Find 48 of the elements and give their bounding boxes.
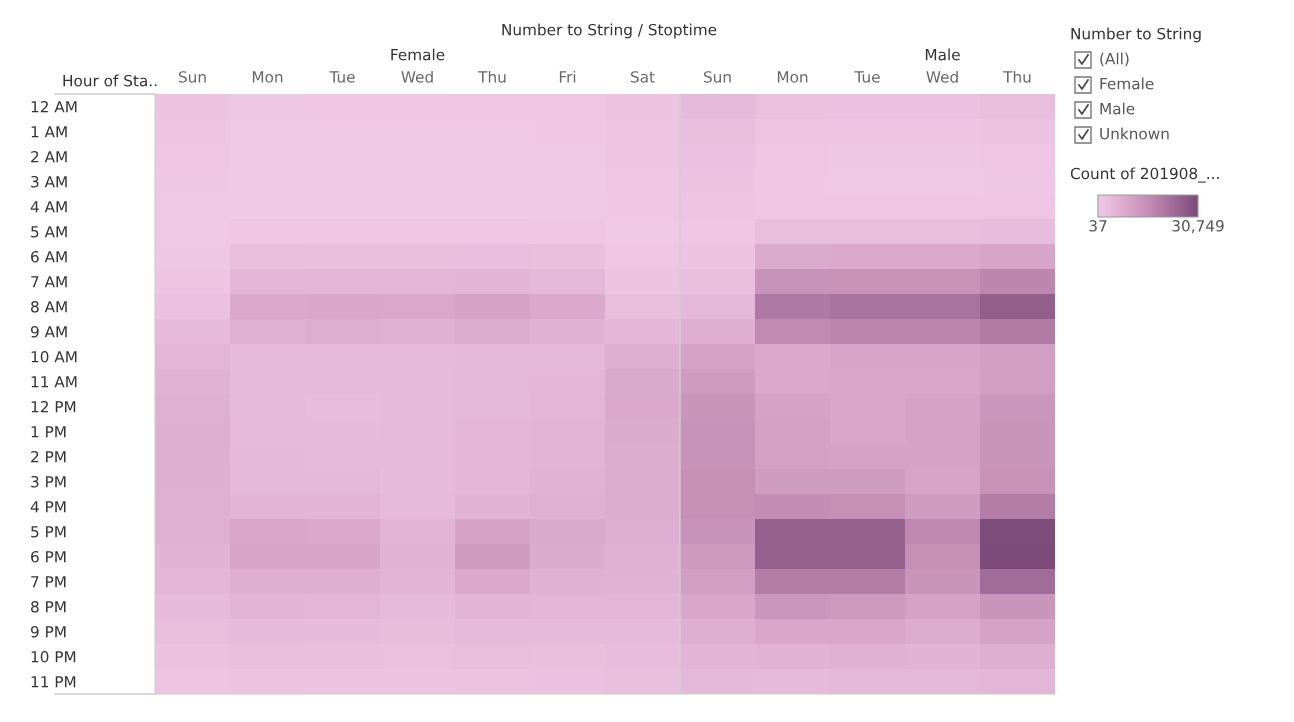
y-tick-label: 6 PM bbox=[31, 550, 66, 563]
x-tick-label: Fri bbox=[559, 70, 576, 83]
y-tick-label: 1 AM bbox=[31, 126, 67, 138]
x-tick-label: Tue bbox=[854, 71, 880, 83]
color-bar-title: Count of 201908_... bbox=[1070, 167, 1219, 183]
y-tick-label: 10 PM bbox=[31, 650, 76, 663]
y-tick-label: 4 AM bbox=[30, 201, 67, 213]
x-tick-label: Sun bbox=[703, 71, 731, 83]
text: Unknown bbox=[1100, 127, 1169, 140]
y-tick-label: 2 PM bbox=[31, 450, 66, 463]
text: Male bbox=[1100, 102, 1135, 115]
x-tick-label: Mon bbox=[777, 71, 808, 83]
y-tick-label: 11 PM bbox=[31, 676, 76, 688]
y-tick-label: 7 PM bbox=[31, 576, 66, 588]
y-tick-label: 10 AM bbox=[31, 350, 77, 363]
x-tick-label: Sun bbox=[178, 71, 206, 83]
x-tick-label: Sat bbox=[630, 71, 655, 83]
y-tick-label: 7 AM bbox=[31, 276, 67, 288]
y-axis-title: Hour of Sta.. bbox=[63, 74, 157, 87]
text: Male bbox=[925, 48, 960, 61]
y-tick-label: 9 AM bbox=[30, 325, 67, 338]
x-tick-label: Tue bbox=[329, 71, 355, 83]
text: Female bbox=[1100, 77, 1154, 90]
y-tick-label: 6 AM bbox=[31, 250, 67, 263]
y-tick-label: 1 PM bbox=[31, 426, 66, 438]
y-tick-label: 12 AM bbox=[31, 100, 77, 113]
x-tick-label: Wed bbox=[401, 70, 433, 83]
y-tick-label: 2 AM bbox=[31, 150, 67, 163]
y-tick-label: 8 AM bbox=[31, 300, 67, 313]
legend-title: Number to String bbox=[1071, 27, 1201, 43]
y-tick-label: 5 PM bbox=[31, 526, 66, 538]
color-bar-label: 30,749 bbox=[1172, 220, 1224, 234]
text: (All) bbox=[1100, 52, 1129, 67]
y-tick-label: 12 PM bbox=[31, 400, 76, 413]
text: Female bbox=[391, 48, 445, 61]
y-tick-label: 8 PM bbox=[31, 600, 66, 613]
x-tick-label: Mon bbox=[252, 71, 283, 83]
y-tick-label: 3 PM bbox=[31, 475, 66, 488]
y-tick-label: 9 PM bbox=[30, 625, 66, 638]
x-tick-label: Thu bbox=[1003, 70, 1031, 83]
y-tick-label: 3 AM bbox=[31, 175, 67, 188]
y-tick-label: 4 PM bbox=[30, 501, 66, 513]
chart-title: Number to String / Stoptime bbox=[502, 23, 717, 39]
x-tick-label: Thu bbox=[478, 70, 506, 83]
y-tick-label: 5 AM bbox=[31, 226, 67, 238]
color-bar-label: 37 bbox=[1089, 220, 1107, 232]
x-tick-label: Wed bbox=[926, 70, 958, 83]
y-tick-label: 11 AM bbox=[31, 376, 77, 388]
